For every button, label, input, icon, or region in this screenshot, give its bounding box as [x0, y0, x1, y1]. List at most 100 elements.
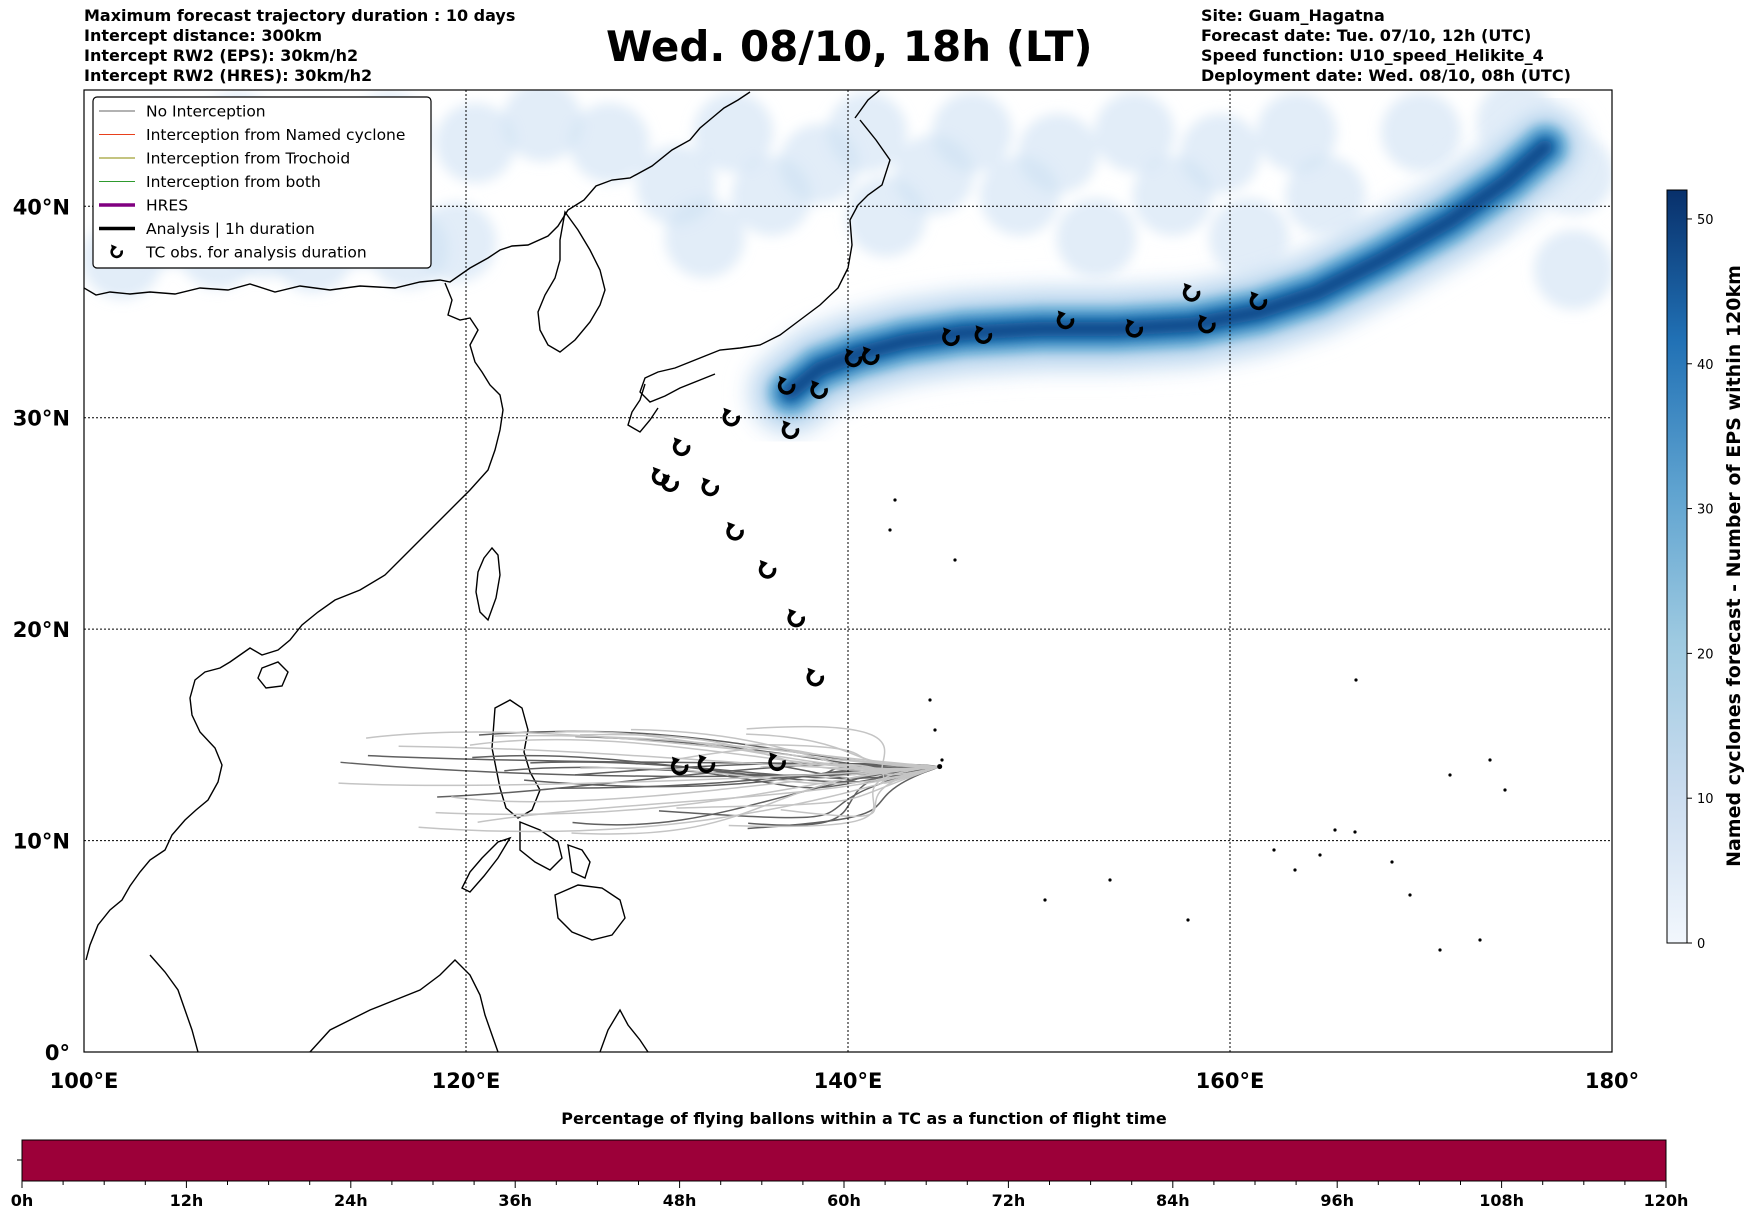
cyclone-arrowhead	[782, 420, 791, 430]
cyclone-icon	[777, 376, 796, 395]
density-blob	[1381, 92, 1461, 173]
site-marker	[937, 764, 943, 770]
trajectory-line	[630, 728, 940, 775]
density-blob	[569, 102, 650, 183]
tc-observations	[651, 282, 1268, 776]
island-dot	[1293, 868, 1297, 872]
cyclone-arrowhead	[111, 244, 117, 252]
island-dot	[953, 558, 957, 562]
header-left-line: Intercept distance: 300km	[84, 26, 323, 45]
cyclone-arrowhead	[662, 473, 671, 483]
density-blob	[435, 102, 516, 183]
colorbar-tick-label: 0	[1697, 937, 1705, 952]
timeline-tick-label: 108h	[1479, 1191, 1524, 1210]
timeline-tick-label: 36h	[498, 1191, 532, 1210]
colorbar: 0 10 20 30 40 50 Named cyclones forecast - Nu…	[1666, 189, 1745, 952]
cyclone-arrowhead	[811, 380, 820, 390]
cyclone-icon	[1249, 291, 1268, 311]
small-islands	[888, 498, 1507, 952]
header-left: Maximum forecast trajectory duration : 1…	[84, 6, 515, 86]
density-blob	[416, 202, 497, 283]
cyclone-icon	[974, 325, 993, 344]
island-dot	[1318, 853, 1322, 857]
density-blob	[1094, 92, 1175, 173]
trajectory-line	[580, 765, 940, 785]
header-right-line: Site: Guam_Hagatna	[1201, 6, 1385, 25]
legend-label: Interception from Named cyclone	[146, 126, 405, 144]
trajectories	[338, 725, 943, 835]
timeline-bar	[21, 1139, 1667, 1182]
trajectory-line	[747, 765, 940, 830]
density-blob	[502, 90, 583, 162]
timeline-tick-label: 60h	[827, 1191, 861, 1210]
header-right-line: Forecast date: Tue. 07/10, 12h (UTC)	[1201, 26, 1532, 45]
legend-label: No Interception	[146, 103, 266, 121]
cyclone-icon	[670, 756, 689, 776]
trajectory-line	[418, 765, 940, 833]
cyclone-arrowhead	[769, 752, 778, 762]
legend-label: Interception from both	[146, 173, 321, 191]
cyclone-icon	[1198, 314, 1216, 334]
lat-tick-label: 20°N	[13, 618, 70, 642]
trajectory-line	[571, 765, 940, 835]
trajectory-line	[760, 763, 940, 784]
cyclone-icon	[844, 348, 863, 368]
cyclone-icon	[1182, 282, 1201, 302]
cyclone-arrowhead	[702, 477, 711, 487]
cyclone-arrowhead	[1183, 282, 1192, 292]
density-blob	[693, 92, 774, 173]
cyclone-icon	[861, 346, 880, 366]
coastlines	[84, 90, 891, 1052]
lon-tick-label: 180°	[1585, 1069, 1639, 1093]
timeline-ticks: 0h 12h 24h 36h 48h 60h 72h 84h 96h 108h 120h	[11, 1181, 1688, 1210]
timeline-tick-label: 72h	[992, 1191, 1026, 1210]
header-right-line: Speed function: U10_speed_Helikite_4	[1201, 46, 1544, 65]
island-dot	[1272, 848, 1276, 852]
page-title: Wed. 08/10, 18h (LT)	[606, 22, 1093, 71]
density-blob	[1056, 198, 1137, 278]
legend-label: Interception from Trochoid	[146, 150, 350, 168]
trajectory-line	[676, 765, 940, 809]
map-grid	[84, 90, 1612, 1052]
trajectory-line	[494, 734, 940, 768]
map-axis-ticks: 100°E 120°E 140°E 160°E 180° 0° 10°N 20°N 30°N 40…	[13, 195, 1639, 1093]
legend: No Interception Interception from Named c…	[92, 96, 432, 269]
island-dot	[933, 728, 937, 732]
cyclone-arrowhead	[1126, 318, 1135, 328]
island-dot	[893, 498, 897, 502]
density-blob	[1180, 113, 1261, 194]
cyclone-arrowhead	[698, 754, 707, 764]
timeline-tick-label: 96h	[1320, 1191, 1354, 1210]
header-left-line: Intercept RW2 (EPS): 30km/h2	[84, 46, 359, 65]
flight-time-timeline: Percentage of flying ballons within a TC…	[11, 1109, 1689, 1210]
island-dot	[1390, 860, 1394, 864]
cyclone-icon	[806, 667, 825, 687]
trajectory-line	[530, 761, 940, 780]
cyclone-arrowhead	[652, 466, 661, 476]
colorbar-tick-label: 50	[1697, 213, 1714, 228]
lon-tick-label: 160°E	[1196, 1069, 1265, 1093]
density-blob	[664, 198, 745, 278]
legend-label: Analysis | 1h duration	[146, 220, 315, 238]
colorbar-gradient	[1666, 189, 1688, 944]
density-blob	[1256, 92, 1337, 173]
cyclone-icon	[110, 244, 123, 259]
colorbar-tick-label: 10	[1697, 792, 1714, 807]
trajectory-line	[398, 745, 940, 770]
cyclone-arrowhead	[671, 756, 680, 766]
cyclone-icon	[787, 608, 805, 628]
island-dot	[1108, 878, 1112, 882]
colorbar-ticks: 0 10 20 30 40 50	[1687, 213, 1714, 952]
cyclone-icon	[672, 437, 691, 457]
cyclone-arrowhead	[1199, 314, 1208, 324]
island-dot	[1478, 938, 1482, 942]
island-dot	[940, 758, 944, 762]
header-left-line: Maximum forecast trajectory duration : 1…	[84, 6, 516, 25]
timeline-title: Percentage of flying ballons within a TC…	[561, 1109, 1167, 1128]
cyclone-icon	[722, 407, 741, 427]
density-blob	[1285, 155, 1366, 236]
island-dot	[1333, 828, 1337, 832]
header-right: Site: Guam_Hagatna Forecast date: Tue. 0…	[1201, 6, 1571, 86]
colorbar-tick-label: 30	[1697, 503, 1714, 518]
